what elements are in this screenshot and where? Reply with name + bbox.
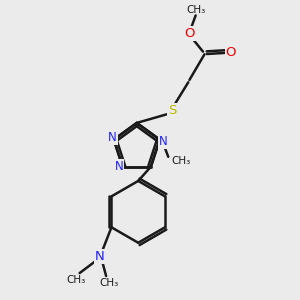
Text: CH₃: CH₃ xyxy=(187,4,206,14)
Text: N: N xyxy=(95,250,105,263)
Text: CH₃: CH₃ xyxy=(99,278,119,288)
Text: CH₃: CH₃ xyxy=(67,274,86,285)
Text: CH₃: CH₃ xyxy=(172,156,191,166)
Text: O: O xyxy=(184,27,195,40)
Text: S: S xyxy=(168,104,176,117)
Text: N: N xyxy=(159,135,168,148)
Text: O: O xyxy=(226,46,236,59)
Text: N: N xyxy=(115,160,123,173)
Text: N: N xyxy=(108,131,117,144)
